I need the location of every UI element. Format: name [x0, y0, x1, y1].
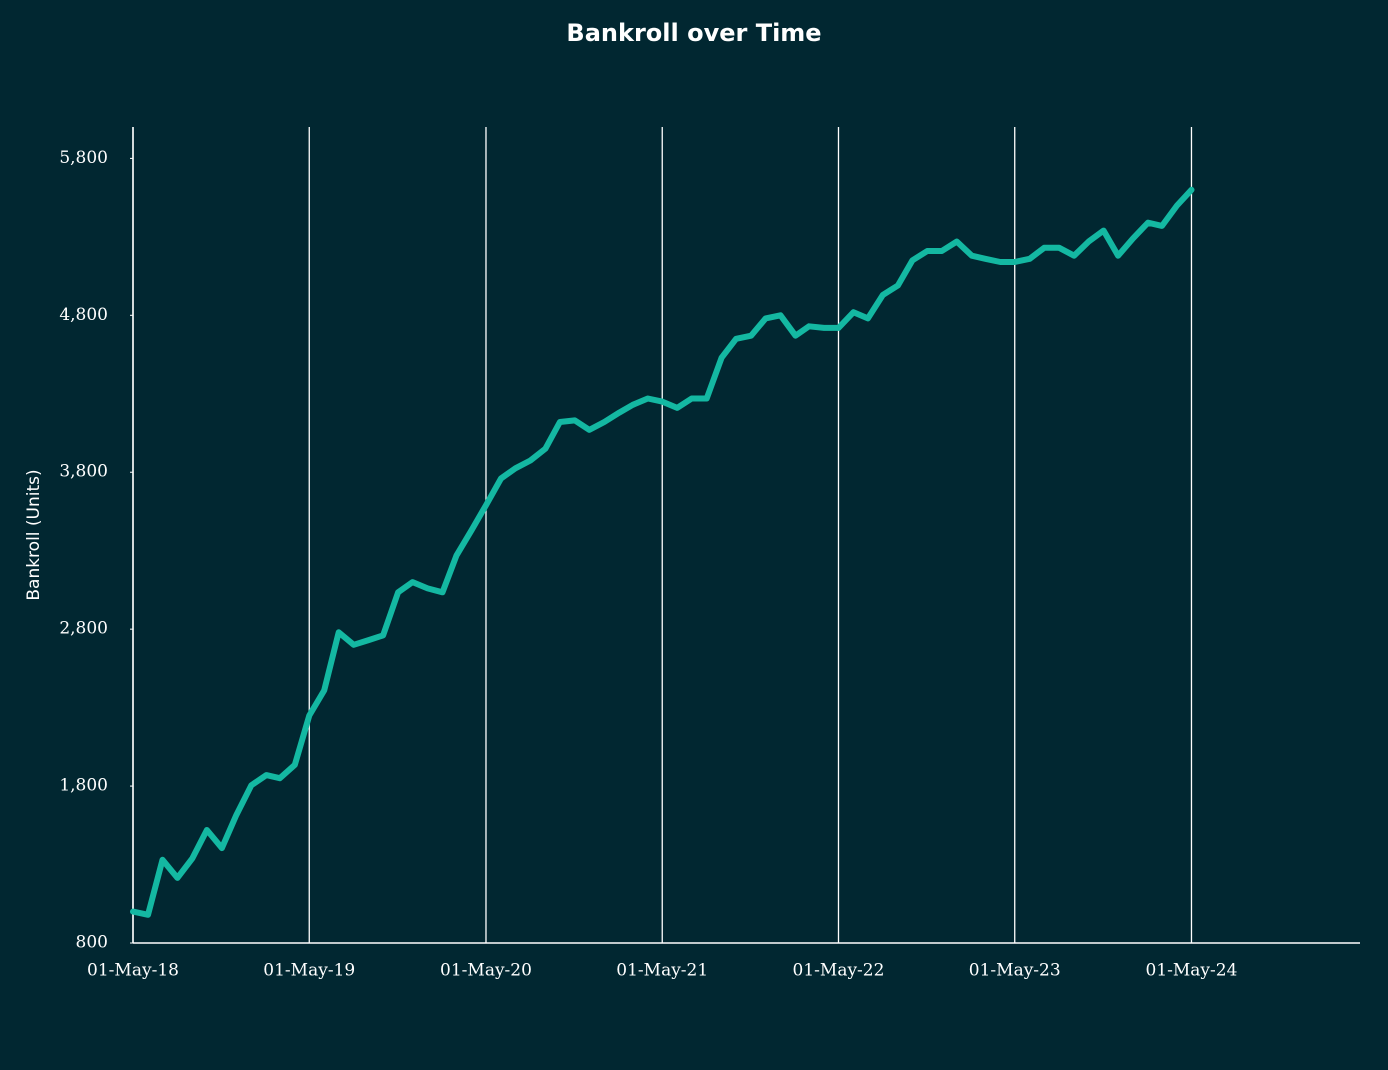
- y-tick-label: 5,800: [59, 148, 108, 168]
- y-tick-label: 3,800: [59, 462, 108, 482]
- x-tick-label: 01-May-23: [969, 961, 1061, 981]
- data-line: [130, 186, 1195, 918]
- x-tick-label: 01-May-20: [440, 961, 532, 981]
- x-tick-label: 01-May-19: [263, 961, 355, 981]
- y-tick-label: 4,800: [59, 305, 108, 325]
- x-tick-label: 01-May-21: [616, 961, 708, 981]
- x-tick-label: 01-May-18: [87, 961, 179, 981]
- x-tick-label: 01-May-22: [793, 961, 885, 981]
- y-tick-label: 2,800: [59, 619, 108, 639]
- y-tick-label: 1,800: [59, 776, 108, 796]
- y-axis-title: Bankroll (Units): [24, 469, 44, 600]
- chart-title: Bankroll over Time: [566, 19, 821, 47]
- x-tick-label: 01-May-24: [1146, 961, 1238, 981]
- y-tick-label: 800: [76, 933, 108, 953]
